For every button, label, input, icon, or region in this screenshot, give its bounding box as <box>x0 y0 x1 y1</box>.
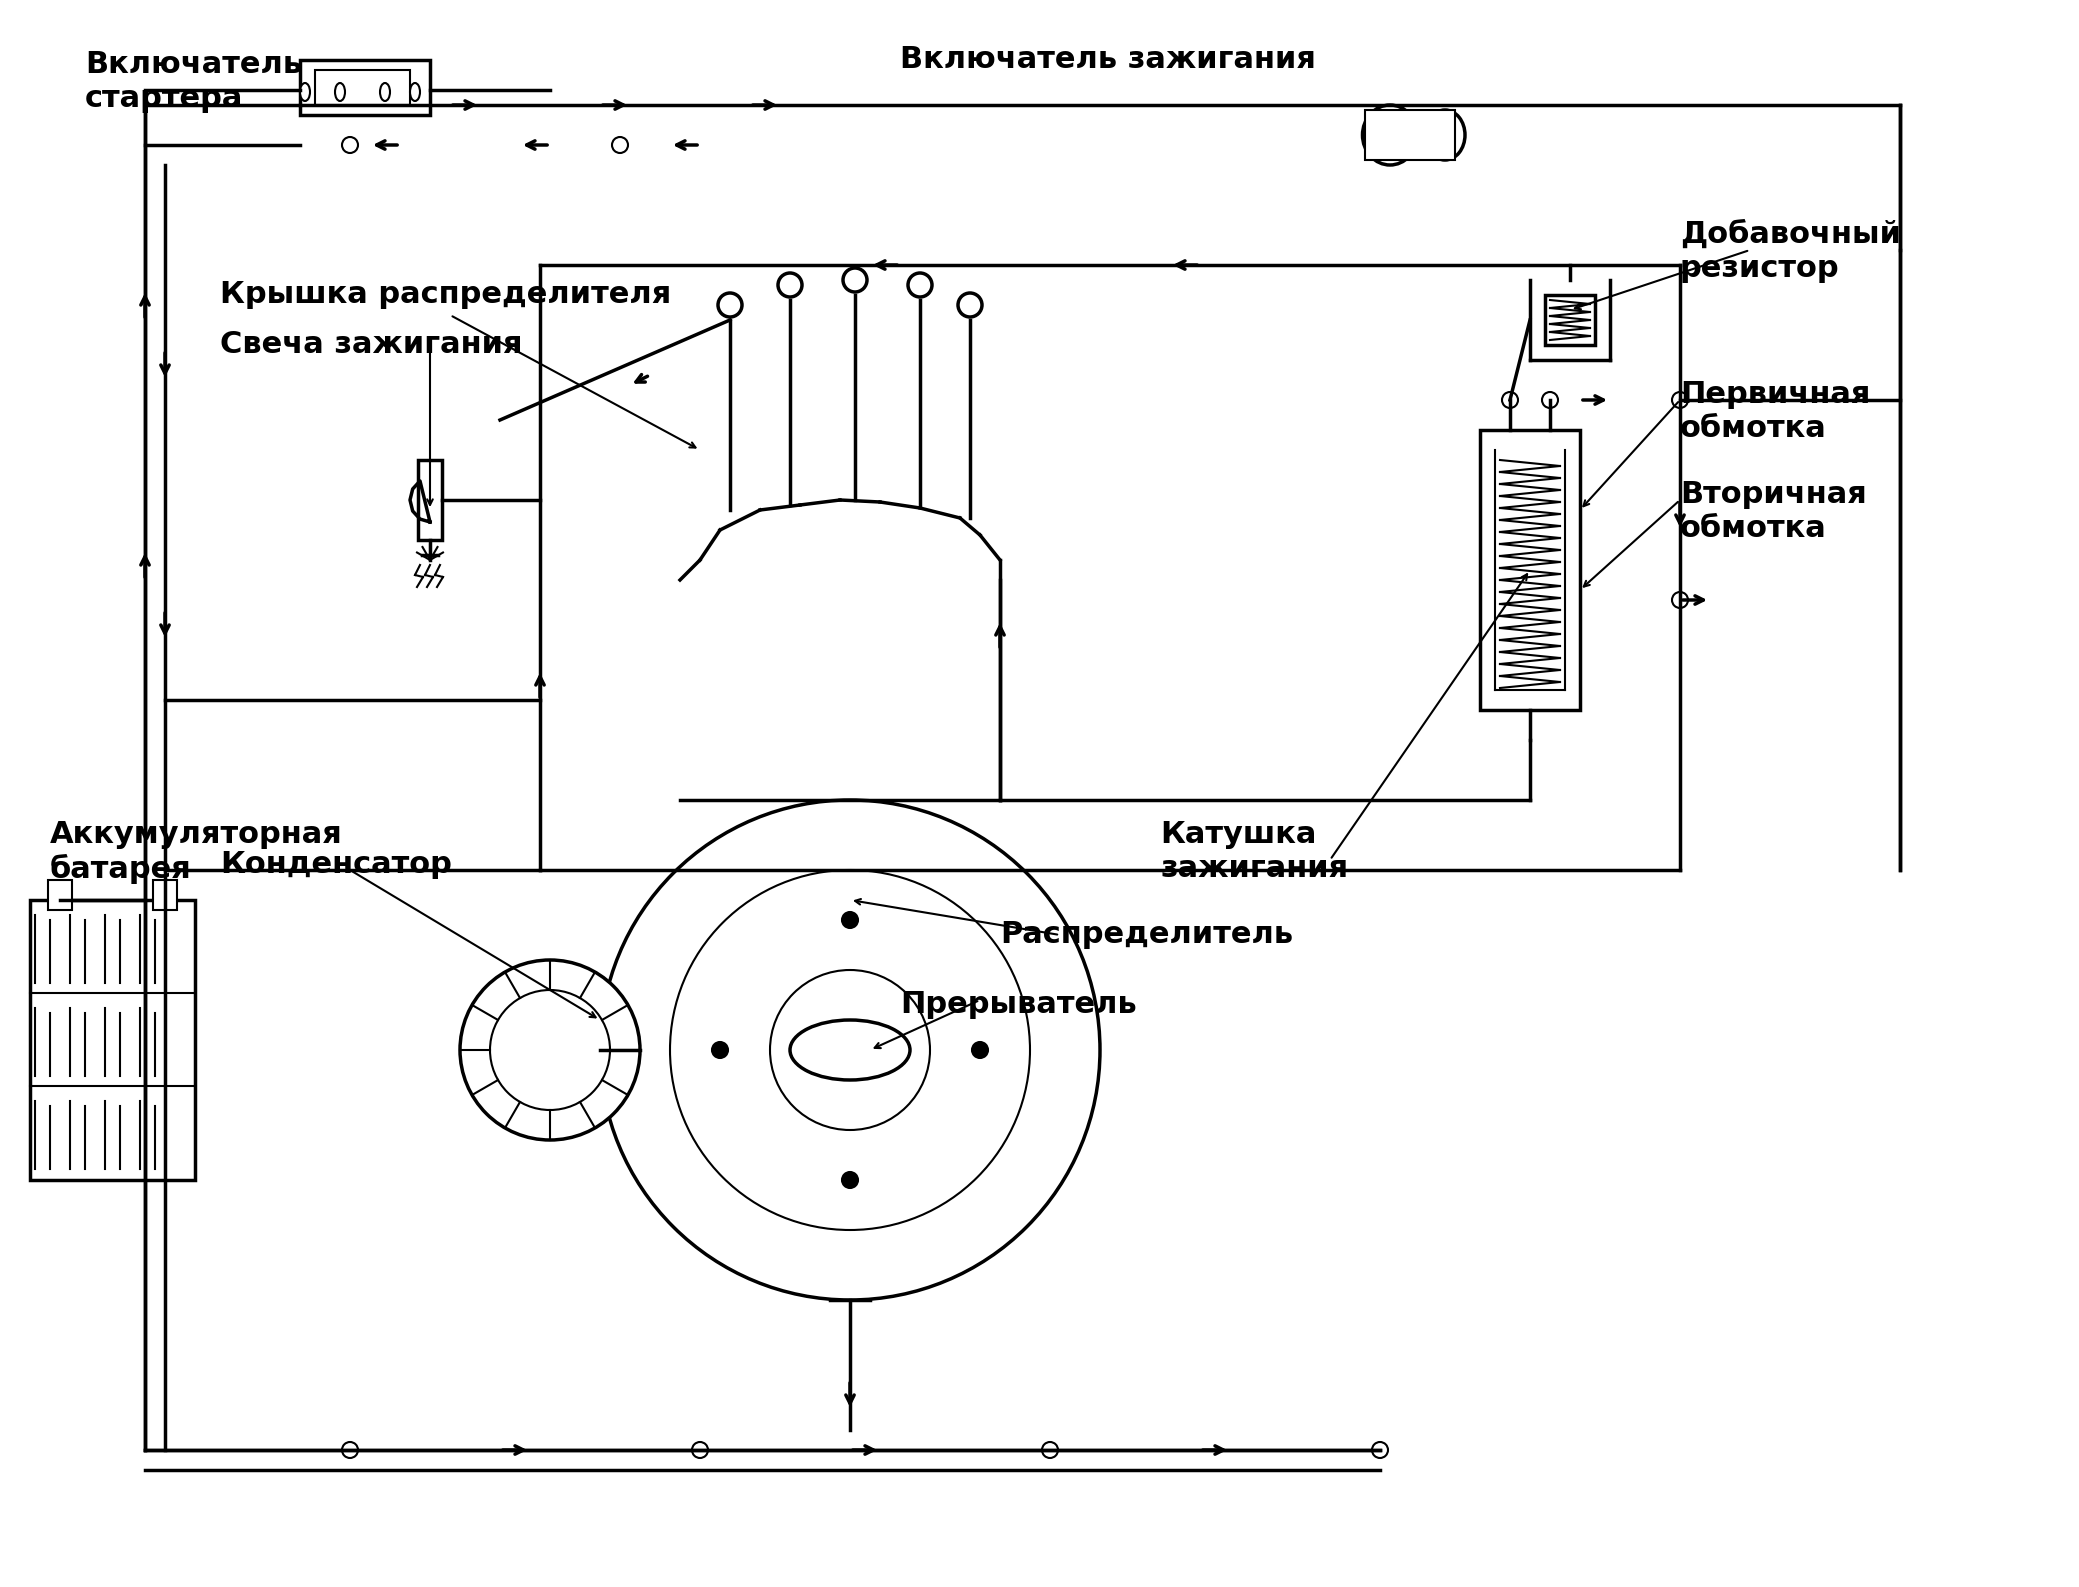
Circle shape <box>1672 392 1688 408</box>
Circle shape <box>958 294 981 317</box>
Circle shape <box>842 1173 859 1189</box>
Bar <box>154 881 177 909</box>
Text: Катушка
зажигания: Катушка зажигания <box>1160 820 1347 882</box>
Ellipse shape <box>335 83 345 102</box>
Ellipse shape <box>299 83 310 102</box>
Text: Распределитель: Распределитель <box>1000 920 1293 949</box>
Circle shape <box>769 970 929 1130</box>
Bar <box>299 60 430 114</box>
Circle shape <box>669 870 1029 1230</box>
Text: Вторичная
обмотка: Вторичная обмотка <box>1680 479 1867 543</box>
Circle shape <box>973 1043 988 1059</box>
Ellipse shape <box>790 1020 911 1081</box>
Circle shape <box>717 294 742 317</box>
Ellipse shape <box>1362 105 1418 165</box>
Circle shape <box>459 960 640 1139</box>
Bar <box>1366 110 1455 160</box>
Circle shape <box>343 136 358 152</box>
Text: Прерыватель: Прерыватель <box>900 990 1137 1019</box>
Circle shape <box>842 913 859 928</box>
Bar <box>1545 295 1595 344</box>
Text: Конденсатор: Конденсатор <box>220 851 451 879</box>
Text: Первичная
обмотка: Первичная обмотка <box>1680 379 1871 443</box>
Ellipse shape <box>1424 110 1466 160</box>
Bar <box>316 70 410 105</box>
Circle shape <box>491 990 609 1109</box>
Circle shape <box>1042 1443 1058 1458</box>
Circle shape <box>601 800 1100 1300</box>
Circle shape <box>343 1443 358 1458</box>
Bar <box>29 900 195 1181</box>
Circle shape <box>1501 392 1518 408</box>
Circle shape <box>1372 1443 1389 1458</box>
Text: Аккумуляторная
батарея: Аккумуляторная батарея <box>50 820 343 884</box>
Text: Свеча зажигания: Свеча зажигания <box>220 330 522 359</box>
Text: Крышка распределителя: Крышка распределителя <box>220 279 672 309</box>
Text: Включатель зажигания: Включатель зажигания <box>900 44 1316 75</box>
Circle shape <box>1672 592 1688 608</box>
Bar <box>48 881 73 909</box>
Bar <box>1480 430 1580 709</box>
Circle shape <box>1543 392 1557 408</box>
Ellipse shape <box>410 83 420 102</box>
Ellipse shape <box>380 83 391 102</box>
Circle shape <box>778 273 802 297</box>
Text: Включатель
стартера: Включатель стартера <box>85 51 301 113</box>
Circle shape <box>611 136 628 152</box>
Text: Добавочный
резистор: Добавочный резистор <box>1680 221 1900 282</box>
Circle shape <box>692 1443 709 1458</box>
Circle shape <box>842 268 867 292</box>
Circle shape <box>909 273 931 297</box>
Bar <box>418 460 443 540</box>
Circle shape <box>711 1043 728 1059</box>
